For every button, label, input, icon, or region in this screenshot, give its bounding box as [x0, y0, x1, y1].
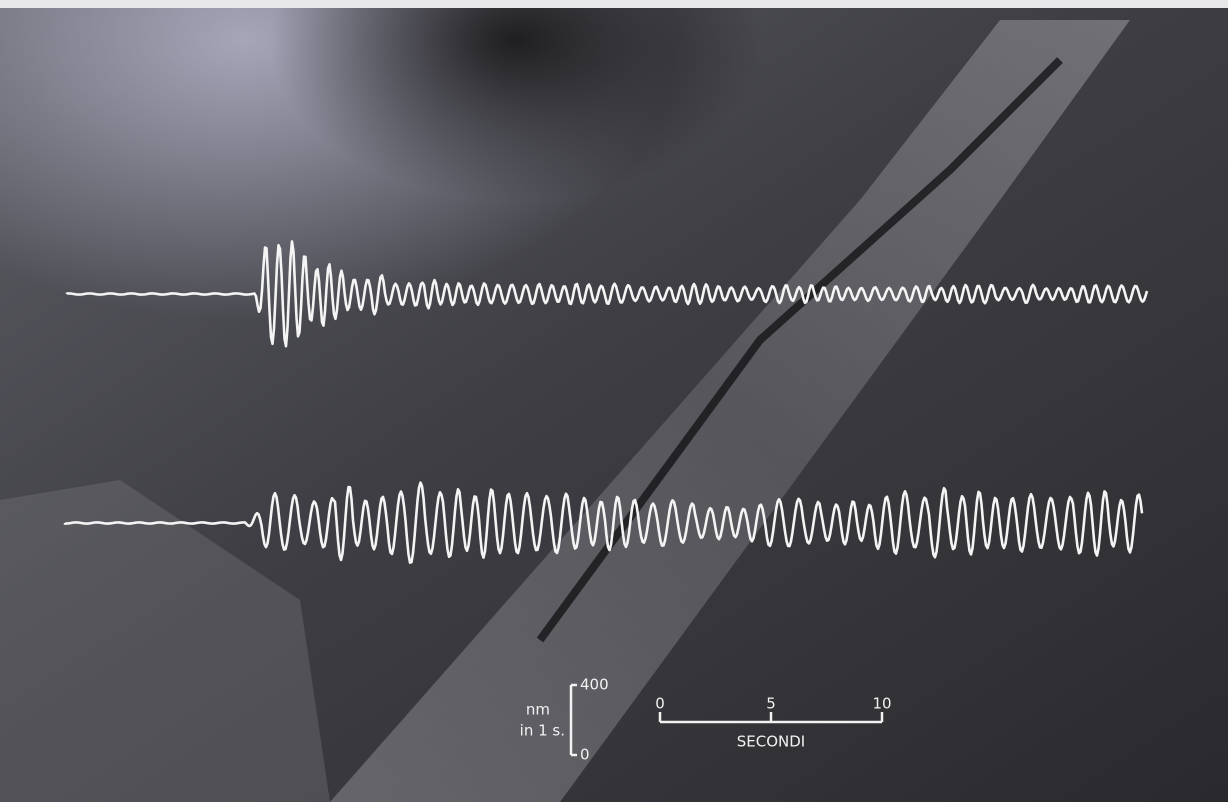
scale-tick-label: 0: [580, 746, 590, 764]
scale-unit: nm: [526, 701, 550, 719]
scale-tick-label: 10: [872, 695, 891, 713]
scale-tick-label: 400: [580, 676, 609, 694]
scale-tick-label: 5: [766, 695, 776, 713]
scale-tick-label: 0: [655, 695, 665, 713]
page: nm in 1 s. 4000 SECONDI 0510 (() => { co…: [0, 0, 1228, 802]
top-border: [0, 0, 1228, 8]
photo-scene: nm in 1 s. 400 0 SECONDI 0 5 10: [0, 0, 1228, 802]
scale-unit: in 1 s.: [520, 722, 565, 740]
crater-shadow: [0, 0, 1228, 802]
scale-label: SECONDI: [737, 733, 805, 751]
